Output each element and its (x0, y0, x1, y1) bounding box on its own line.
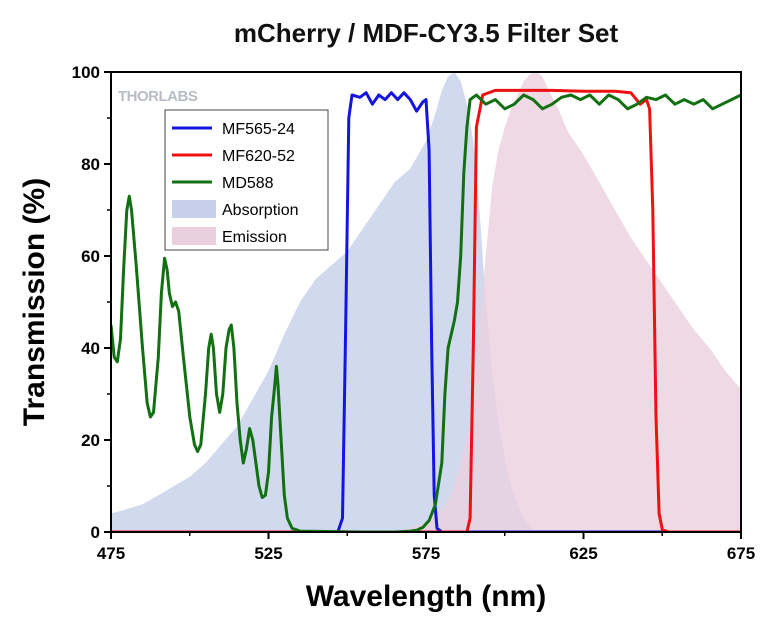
legend-label-emission: Emission (222, 229, 287, 246)
y-tick-label: 20 (81, 431, 100, 450)
chart-title: mCherry / MDF-CY3.5 Filter Set (234, 18, 619, 48)
y-tick-label: 0 (91, 523, 100, 542)
plot-lines (111, 88, 741, 532)
y-tick-label: 100 (72, 63, 100, 82)
x-axis-title: Wavelength (nm) (306, 580, 547, 613)
axis-ticks: 475 525 575 625 675 0 20 40 60 80 100 (72, 63, 756, 563)
x-tick-label: 625 (569, 544, 597, 563)
legend-box (164, 109, 329, 251)
x-tick-label: 475 (97, 544, 125, 563)
legend-label-absorption: Absorption (222, 202, 299, 219)
thorlabs-watermark: THORLABS (118, 88, 198, 105)
y-tick-label: 40 (81, 339, 100, 358)
legend: MF565-24 MF620-52 MD588 Absorption Emission (164, 109, 329, 251)
y-tick-label: 60 (81, 247, 100, 266)
mf620-52-line (111, 88, 741, 532)
legend-label-md588: MD588 (222, 175, 274, 192)
legend-label-mf620-52: MF620-52 (222, 148, 295, 165)
x-tick-label: 675 (727, 544, 755, 563)
md588-line (111, 93, 741, 532)
x-tick-label: 525 (254, 544, 282, 563)
mf565-24-line (111, 91, 741, 532)
emission-area (394, 72, 741, 532)
y-axis-title: Transmission (%) (18, 178, 51, 426)
x-tick-label: 575 (412, 544, 440, 563)
legend-swatch-emission (172, 227, 216, 245)
legend-swatch-absorption (172, 200, 216, 218)
legend-label-mf565-24: MF565-24 (222, 121, 295, 138)
y-tick-label: 80 (81, 155, 100, 174)
